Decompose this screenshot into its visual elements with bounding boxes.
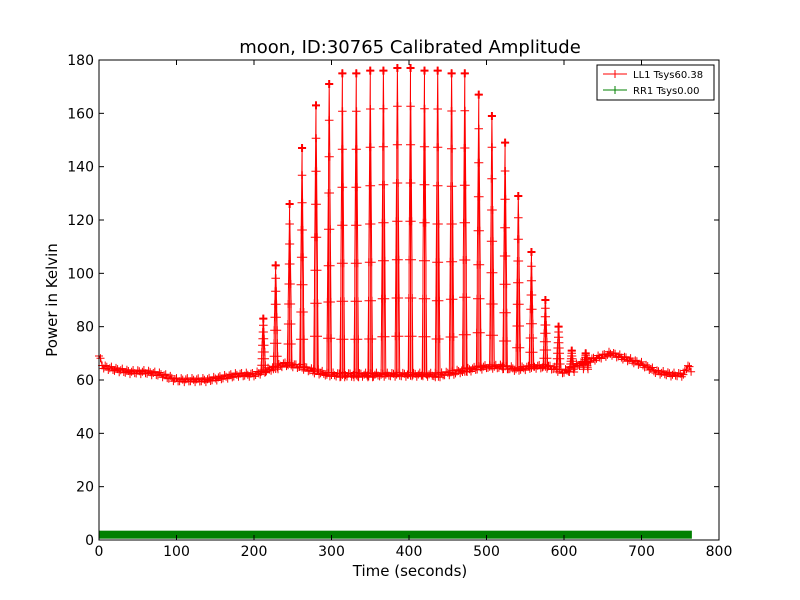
y-tick-label: 20 — [76, 480, 94, 496]
y-tick-label: 40 — [76, 426, 94, 442]
y-tick-label: 0 — [85, 533, 94, 549]
x-axis-title: Time (seconds) — [352, 562, 468, 580]
peak-point — [352, 69, 361, 78]
peak-point — [312, 101, 320, 110]
y-tick-label: 180 — [67, 53, 94, 69]
peak-point — [433, 66, 442, 75]
peak-point — [501, 138, 510, 147]
peak-point — [567, 346, 576, 355]
x-tick-label: 500 — [473, 544, 500, 560]
y-tick-label: 120 — [67, 213, 94, 229]
peak-point — [554, 322, 563, 331]
peak-point — [541, 296, 550, 304]
peak-point — [474, 90, 483, 99]
legend-label-rr1: RR1 Tsys0.00 — [633, 86, 700, 97]
peak-point — [366, 66, 375, 75]
legend-marker-rr1 — [611, 86, 619, 94]
legend-box — [596, 64, 715, 101]
peak-point — [338, 69, 347, 78]
peak-point — [285, 200, 294, 208]
peak-point — [487, 112, 496, 120]
peak-point — [393, 64, 402, 72]
x-tick-label: 700 — [628, 544, 655, 560]
y-tick-label: 160 — [67, 106, 94, 122]
chart-title: moon, ID:30765 Calibrated Amplitude — [239, 37, 581, 58]
legend: LL1 Tsys60.38 RR1 Tsys0.00 — [596, 64, 715, 101]
x-tick-label: 100 — [163, 544, 190, 560]
peak-point — [527, 248, 536, 256]
peak-point — [379, 66, 388, 75]
peak-point — [447, 69, 456, 78]
series-rr1-line — [99, 530, 692, 539]
peak-point — [259, 314, 268, 323]
y-tick-label: 80 — [76, 320, 94, 336]
y-tick-label: 140 — [67, 160, 94, 176]
x-tick-label: 400 — [396, 544, 423, 560]
x-tick-label: 300 — [318, 544, 345, 560]
peak-point — [460, 69, 469, 78]
peak-point — [406, 64, 415, 72]
plot-area — [95, 64, 696, 539]
x-tick-label: 200 — [241, 544, 268, 560]
peak-point — [271, 261, 280, 270]
peak-point — [420, 66, 429, 75]
y-tick-label: 60 — [76, 373, 94, 389]
peak-point — [298, 144, 307, 152]
peak-point — [514, 192, 523, 200]
x-tick-label: 800 — [706, 544, 733, 560]
axis-ticks: 0 100 200 300 400 500 600 700 800 0 20 40 60 80 100 120… — [67, 53, 732, 560]
y-tick-label: 100 — [67, 266, 94, 282]
series-ll1-markers — [95, 64, 696, 387]
x-tick-label: 600 — [551, 544, 578, 560]
legend-label-ll1: LL1 Tsys60.38 — [633, 70, 703, 81]
x-tick-label: 0 — [95, 544, 104, 560]
legend-marker-ll1 — [611, 70, 619, 78]
peak-point — [325, 80, 334, 88]
peak-point — [581, 349, 590, 358]
y-axis-title: Power in Kelvin — [43, 243, 61, 357]
